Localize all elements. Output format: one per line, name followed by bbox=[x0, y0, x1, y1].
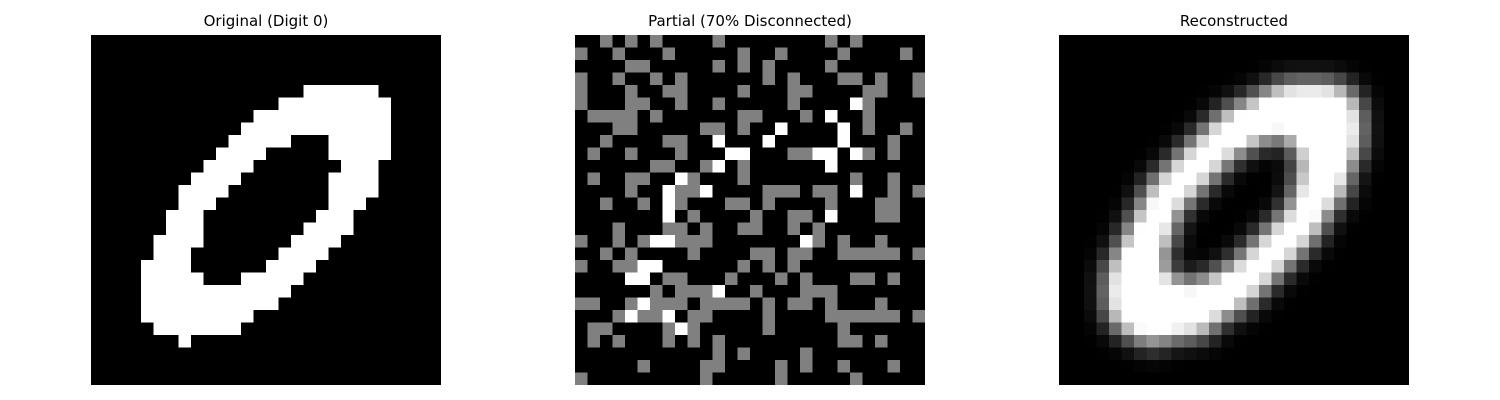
partial-panel: Partial (70% Disconnected) bbox=[575, 0, 925, 400]
partial-digit-image bbox=[575, 35, 925, 385]
reconstructed-panel: Reconstructed bbox=[1059, 0, 1409, 400]
original-title: Original (Digit 0) bbox=[203, 12, 329, 30]
original-panel: Original (Digit 0) bbox=[91, 0, 441, 400]
original-digit-image bbox=[91, 35, 441, 385]
partial-title: Partial (70% Disconnected) bbox=[648, 12, 852, 30]
reconstructed-title: Reconstructed bbox=[1179, 12, 1289, 30]
reconstructed-digit-image bbox=[1059, 35, 1409, 385]
